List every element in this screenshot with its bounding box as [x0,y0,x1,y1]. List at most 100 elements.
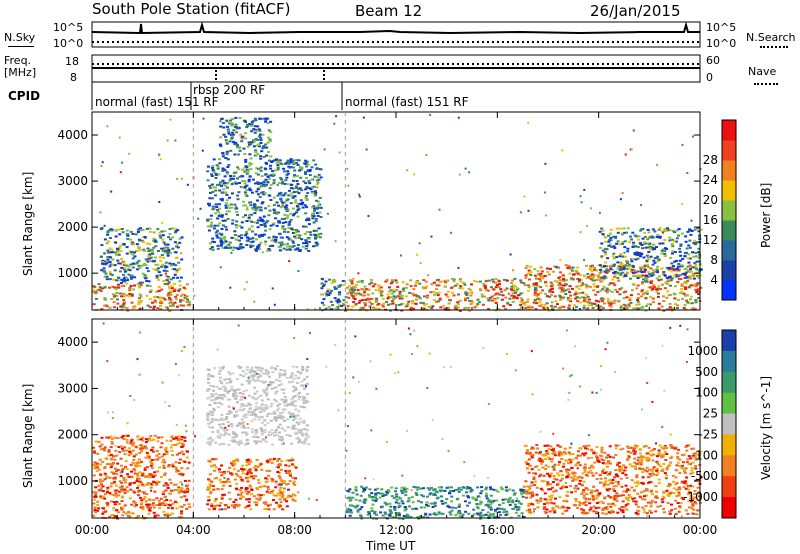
echo-cell [259,169,263,172]
echo-cell [218,508,222,511]
echo-cell [662,271,666,273]
echo-cell [223,169,227,172]
echo-cell [257,375,260,378]
echo-cell [652,259,656,262]
echo-cell [124,478,128,481]
echo-cell [139,506,143,509]
echo-cell [152,296,156,298]
echo-cell [112,501,116,504]
echo-cell [281,490,285,493]
echo-cell [152,231,156,234]
echo-cell [293,417,297,420]
echo-cell [151,446,155,449]
noise-cell [619,198,622,201]
echo-cell [268,209,272,212]
echo-cell [178,237,182,240]
echo-cell [296,244,300,246]
echo-cell [166,279,170,282]
echo-cell [175,294,179,296]
echo-cell [117,502,121,505]
echo-cell [617,279,621,282]
echo-cell [282,170,286,173]
echo-cell [186,304,190,307]
echo-cell [374,496,377,499]
nave-legend-line [754,83,778,85]
echo-cell [404,507,408,510]
echo-cell [651,236,655,239]
echo-cell [155,497,159,500]
echo-cell [683,274,687,277]
echo-cell [224,213,228,216]
echo-cell [101,480,105,483]
echo-cell [286,426,290,429]
echo-cell [169,252,172,255]
echo-cell [252,466,256,469]
echo-cell [488,297,492,300]
echo-cell [475,280,479,283]
echo-cell [534,480,537,483]
echo-cell [656,287,660,290]
echo-cell [465,292,469,295]
echo-cell [212,158,216,161]
echo-cell [110,471,114,474]
echo-cell [348,514,352,517]
echo-cell [231,222,235,225]
echo-cell [221,152,225,155]
echo-cell [280,415,284,418]
echo-cell [267,159,271,162]
noise-cell [400,254,402,257]
echo-cell [132,262,136,265]
echo-cell [399,303,403,306]
echo-cell [508,297,512,300]
echo-cell [699,228,703,231]
noise-cell [543,191,546,194]
echo-cell [439,306,443,309]
echo-cell [411,302,414,305]
echo-cell [182,286,186,289]
echo-cell [388,514,392,517]
echo-cell [259,142,263,144]
echo-cell [174,227,178,230]
echo-cell [162,510,166,513]
echo-cell [425,303,428,306]
echo-cell [231,192,234,195]
echo-cell [280,218,284,220]
noise-cell [416,253,419,256]
echo-cell [511,501,515,504]
echo-cell [501,294,505,297]
echo-cell [327,305,331,308]
echo-cell [289,202,293,205]
echo-cell [687,261,691,264]
echo-cell [582,300,586,303]
echo-cell [152,305,156,308]
echo-cell [268,187,272,190]
echo-cell [366,293,370,296]
echo-cell [249,485,253,488]
echo-cell [221,419,225,422]
echo-cell [132,288,136,291]
echo-cell [158,297,161,299]
echo-cell [99,489,103,492]
echo-cell [292,480,296,483]
echo-cell [543,308,547,310]
echo-cell [694,266,698,269]
echo-cell [236,213,240,216]
echo-cell [239,439,243,442]
echo-cell [680,283,684,286]
echo-cell [449,513,453,516]
echo-cell [399,497,402,500]
echo-cell [162,490,166,493]
echo-cell [227,412,231,415]
echo-cell [233,153,237,156]
echo-cell [265,221,269,224]
echo-cell [130,293,134,296]
echo-cell [175,501,179,504]
echo-cell [253,414,257,416]
noise-cell [180,177,183,180]
echo-cell [148,291,152,293]
echo-cell [123,488,127,491]
echo-cell [173,489,177,491]
echo-cell [140,239,144,242]
echo-cell [247,500,251,503]
echo-cell [264,173,268,176]
